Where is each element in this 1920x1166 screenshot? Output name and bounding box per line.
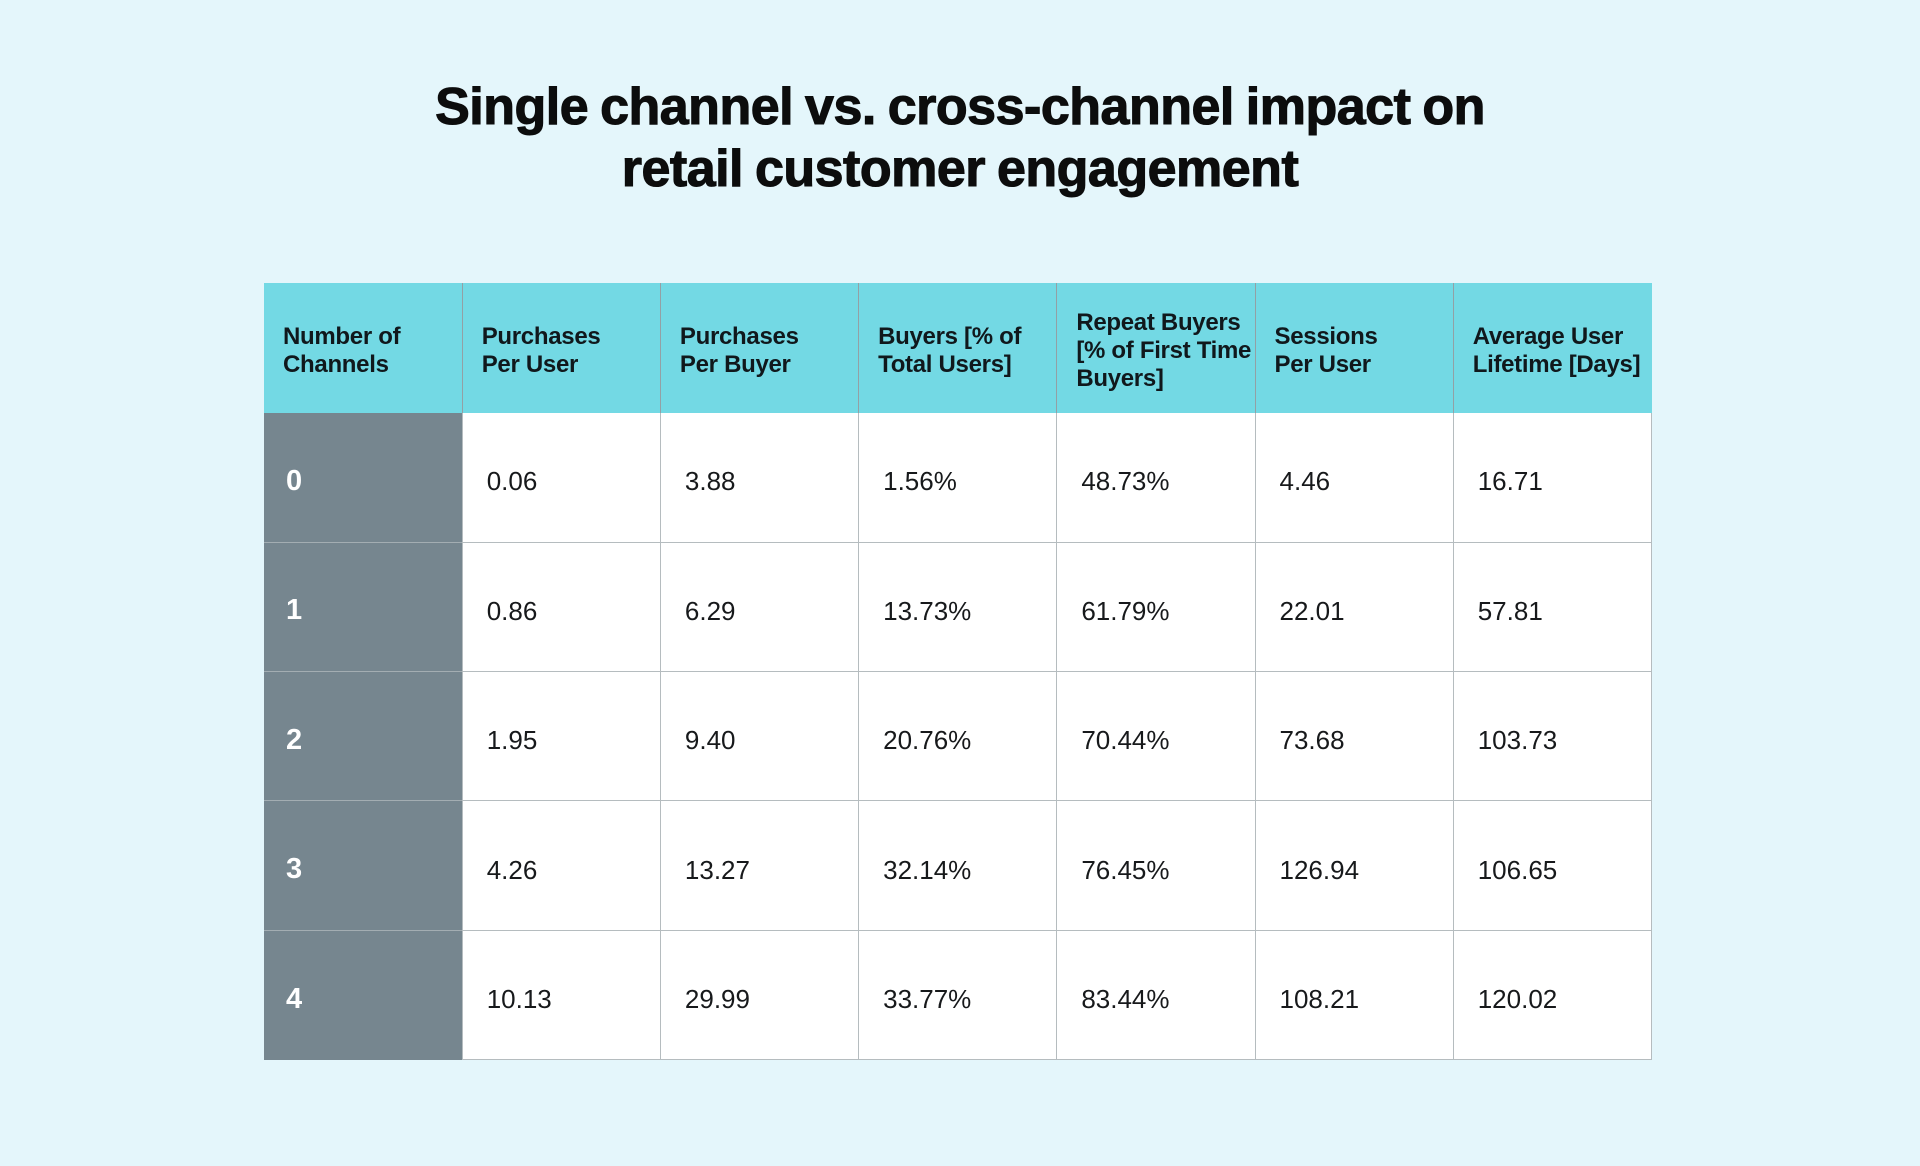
cell-purchases-per-buyer: 3.88: [659, 413, 860, 543]
page-title: Single channel vs. cross-channel impact …: [435, 77, 1486, 198]
cell-average-user-lifetime: 103.73: [1452, 671, 1653, 802]
cell-average-user-lifetime: 106.65: [1452, 800, 1653, 931]
column-header-number-of-channels: Number of Channels: [264, 283, 463, 413]
cell-purchases-per-user: 0.86: [461, 541, 661, 673]
row-label: 2: [264, 671, 463, 801]
cell-sessions-per-user: 73.68: [1254, 671, 1454, 802]
cell-purchases-per-buyer: 6.29: [659, 541, 860, 673]
column-header-average-user-lifetime: Average User Lifetime [Days]: [1452, 283, 1652, 413]
cell-buyers-pct: 13.73%: [858, 541, 1058, 673]
cell-buyers-pct: 20.76%: [858, 671, 1058, 802]
cell-average-user-lifetime: 16.71: [1452, 413, 1653, 543]
table-row: 3 4.26 13.27 32.14% 76.45% 126.94 106.65: [264, 800, 1653, 931]
column-header-sessions-per-user: Sessions Per User: [1254, 283, 1454, 413]
cell-purchases-per-buyer: 29.99: [659, 929, 860, 1061]
column-header-purchases-per-user: Purchases Per User: [461, 283, 661, 413]
cell-purchases-per-user: 4.26: [461, 800, 661, 931]
engagement-table: Number of Channels Purchases Per User Pu…: [264, 283, 1653, 1061]
cell-purchases-per-buyer: 9.40: [659, 671, 860, 802]
cell-buyers-pct: 33.77%: [858, 929, 1058, 1061]
table-row: 2 1.95 9.40 20.76% 70.44% 73.68 103.73: [264, 671, 1653, 802]
column-header-purchases-per-buyer: Purchases Per Buyer: [659, 283, 859, 413]
row-label: 0: [264, 413, 463, 543]
cell-purchases-per-buyer: 13.27: [659, 800, 860, 931]
cell-repeat-buyers-pct: 61.79%: [1056, 541, 1256, 673]
cell-repeat-buyers-pct: 48.73%: [1056, 413, 1256, 543]
cell-purchases-per-user: 10.13: [461, 929, 661, 1061]
cell-sessions-per-user: 108.21: [1254, 929, 1454, 1061]
cell-buyers-pct: 1.56%: [858, 413, 1058, 543]
cell-purchases-per-user: 1.95: [461, 671, 661, 802]
cell-buyers-pct: 32.14%: [858, 800, 1058, 931]
cell-average-user-lifetime: 120.02: [1452, 929, 1653, 1061]
cell-repeat-buyers-pct: 70.44%: [1056, 671, 1256, 802]
cell-purchases-per-user: 0.06: [461, 413, 661, 543]
cell-sessions-per-user: 126.94: [1254, 800, 1454, 931]
cell-repeat-buyers-pct: 83.44%: [1056, 929, 1256, 1061]
row-label: 1: [264, 541, 463, 672]
table-row: 4 10.13 29.99 33.77% 83.44% 108.21 120.0…: [264, 929, 1653, 1061]
cell-sessions-per-user: 22.01: [1254, 541, 1454, 673]
row-label: 3: [264, 800, 463, 931]
cell-sessions-per-user: 4.46: [1254, 413, 1454, 543]
cell-repeat-buyers-pct: 76.45%: [1056, 800, 1256, 931]
table-row: 0 0.06 3.88 1.56% 48.73% 4.46 16.71: [264, 413, 1653, 543]
row-label: 4: [264, 929, 463, 1060]
table-row: 1 0.86 6.29 13.73% 61.79% 22.01 57.81: [264, 541, 1653, 673]
column-header-repeat-buyers: Repeat Buyers [% of First Time Buyers]: [1056, 283, 1256, 413]
cell-average-user-lifetime: 57.81: [1452, 541, 1653, 673]
table-header-row: Number of Channels Purchases Per User Pu…: [264, 283, 1652, 413]
column-header-buyers-pct-total-users: Buyers [% of Total Users]: [858, 283, 1057, 413]
